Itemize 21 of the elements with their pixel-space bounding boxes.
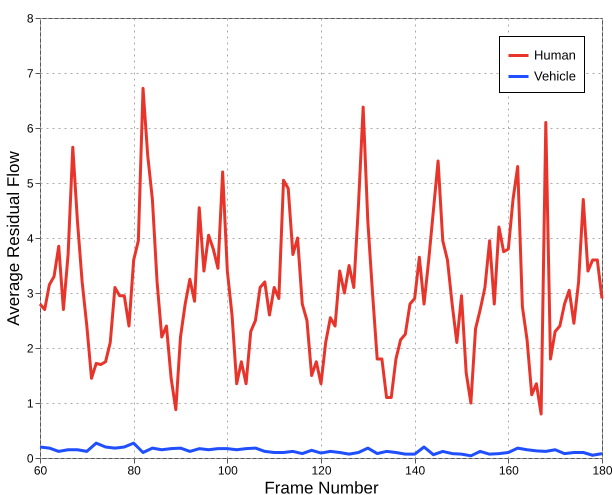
y-tick-label: 1	[26, 396, 34, 410]
y-tick-label: 5	[26, 176, 34, 190]
x-tick-label: 160	[498, 464, 520, 478]
x-tick-label: 80	[127, 464, 142, 478]
legend-label: Vehicle	[534, 68, 576, 84]
y-tick-label: 8	[26, 12, 34, 26]
y-tick-label: 2	[26, 342, 34, 356]
y-tick-label: 7	[26, 66, 34, 80]
x-axis-title: Frame Number	[264, 478, 379, 495]
line-series	[38, 86, 604, 416]
y-tick-label: 6	[26, 122, 34, 136]
y-tick-label: 0	[26, 452, 34, 466]
x-tick-label: 100	[218, 464, 238, 478]
x-tick-label: 120	[311, 464, 332, 478]
y-axis-title: Average Residual Flow	[4, 150, 23, 326]
x-tick-label: 140	[405, 464, 426, 478]
x-tick-label: 180	[592, 464, 612, 478]
y-tick-label: 4	[26, 232, 34, 246]
x-tick-label: 60	[34, 464, 48, 478]
legend-label: Human	[534, 48, 576, 62]
y-tick-label: 3	[26, 286, 34, 300]
